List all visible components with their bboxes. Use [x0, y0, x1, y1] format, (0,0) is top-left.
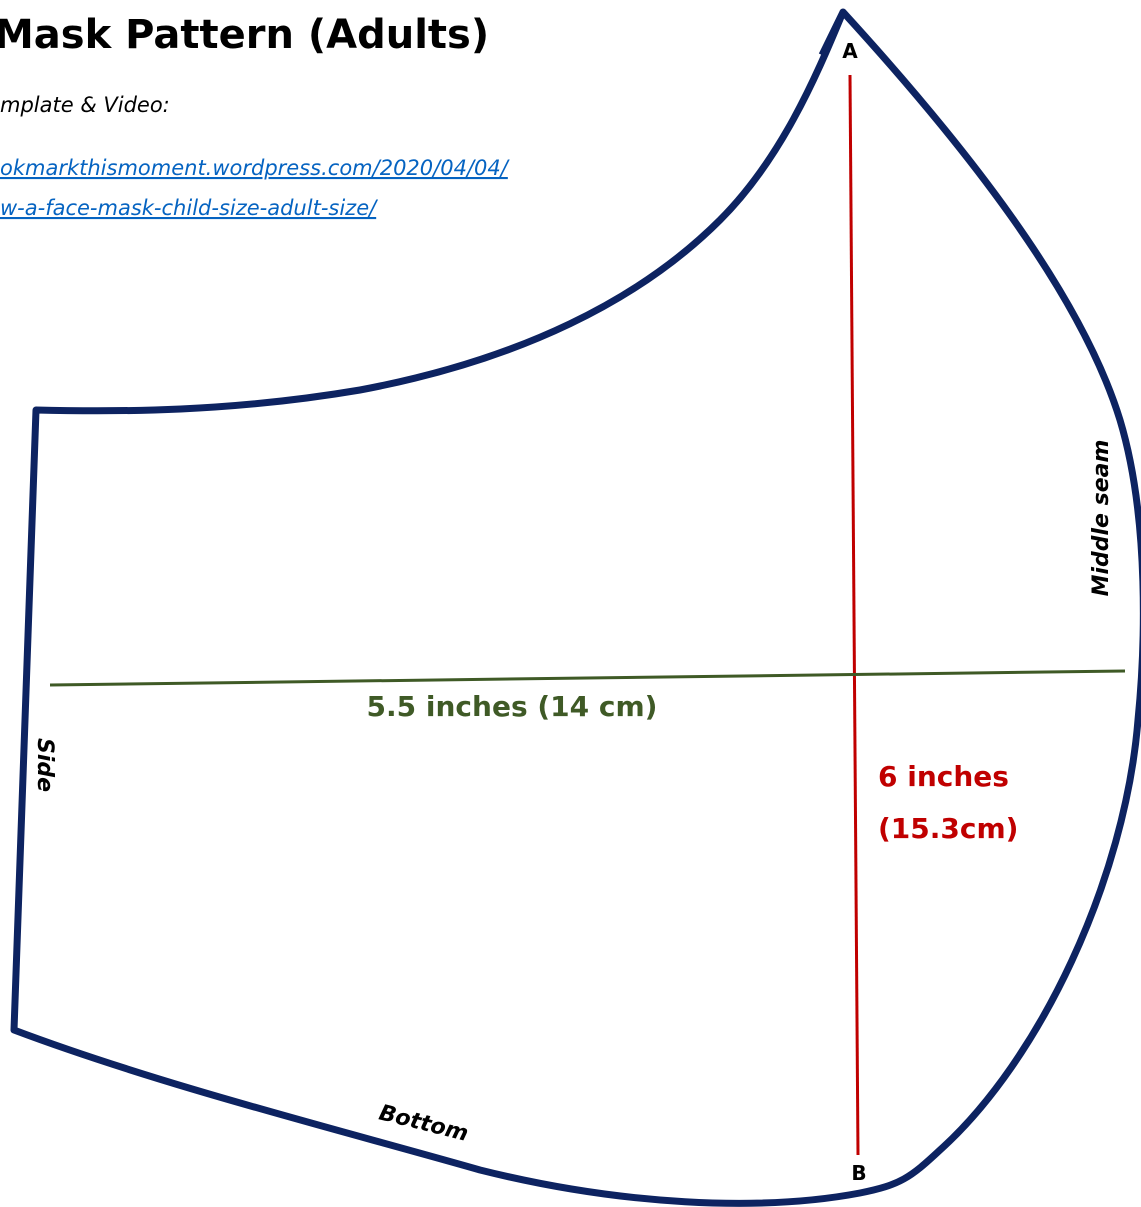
mask-outline: [10, 8, 1141, 1207]
link[interactable]: okmarkthismoment.wordpress.com/2020/04/0…: [0, 156, 510, 180]
title: Mask Pattern (Adults): [0, 12, 489, 58]
link[interactable]: w-a-face-mask-child-size-adult-size/: [0, 196, 378, 220]
point-label: A: [842, 39, 858, 63]
height-label: (15.3cm): [878, 812, 1018, 845]
edge-label: Middle seam: [1089, 440, 1114, 597]
height-label: 6 inches: [878, 760, 1009, 793]
edge-label: Side: [32, 738, 57, 792]
edge-label: Bottom: [376, 1101, 470, 1147]
height-line: [848, 74, 860, 1156]
width-line: [49, 669, 1126, 687]
subtitle: mplate & Video:: [0, 93, 170, 117]
point-label: B: [851, 1161, 866, 1185]
width-label: 5.5 inches (14 cm): [367, 690, 658, 723]
